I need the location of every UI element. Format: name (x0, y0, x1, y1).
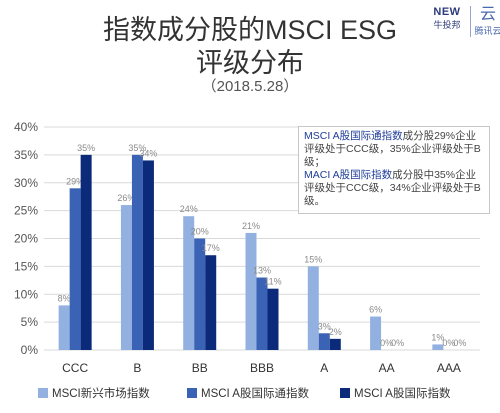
bar (318, 333, 330, 350)
note-text-2: 成分股中35%企业评级处于CCC级，34%企业评级处于B级。 (304, 169, 481, 207)
data-label: 24% (180, 204, 198, 214)
note-highlight-1: MSCI A股国际通指数 (304, 130, 403, 142)
y-tick-label: 0% (21, 343, 39, 357)
data-label: 0% (380, 338, 393, 348)
x-tick-label: AAA (437, 361, 461, 375)
chart-date: （2018.5.28） (201, 78, 299, 95)
legend-item-1: MSCI新兴市场指数 (38, 385, 150, 401)
legend-label-2: MSCI A股国际通指数 (201, 388, 309, 400)
y-tick-label: 35% (14, 148, 38, 162)
logo-caption: 牛投邦 (433, 20, 461, 30)
data-label: 0% (442, 338, 455, 348)
legend-label-1: MSCI新兴市场指数 (52, 388, 150, 400)
data-label: 13% (253, 266, 271, 276)
data-label: 1% (431, 332, 444, 342)
bar (329, 338, 341, 350)
bar (432, 344, 444, 350)
bar (142, 160, 154, 350)
data-label: 15% (304, 254, 322, 264)
legend-label-3: MSCI A股国际指数 (354, 388, 451, 400)
y-tick-label: 5% (21, 315, 39, 329)
legend-swatch-2 (187, 388, 197, 398)
bar (370, 316, 382, 350)
note-text-1: 成分股29%企业评级处于CCC级，35%企业评级处于B级； (304, 130, 481, 168)
data-label: 11% (264, 277, 281, 287)
bar (80, 154, 92, 350)
x-tick-label: A (320, 361, 328, 375)
y-tick-label: 30% (14, 176, 38, 190)
data-label: 35% (128, 143, 146, 153)
bar (256, 277, 268, 350)
data-label: 2% (329, 327, 342, 337)
bar (205, 255, 217, 350)
bar (307, 266, 319, 350)
bar (183, 216, 195, 350)
x-tick-label: B (133, 361, 141, 375)
data-label: 34% (139, 148, 157, 158)
bar (120, 205, 132, 350)
y-tick-label: 40% (14, 120, 38, 134)
chart-title-line2: 评级分布 (196, 48, 304, 78)
data-label: 29% (66, 176, 84, 186)
x-tick-label: BB (192, 361, 208, 375)
data-label: 26% (117, 193, 135, 203)
x-tick-label: BBB (250, 361, 274, 375)
data-label: 6% (369, 305, 382, 315)
logo-badge-text: NEW (433, 6, 461, 18)
bar (245, 232, 257, 350)
legend-item-2: MSCI A股国际通指数 (187, 385, 309, 401)
bar (58, 305, 70, 350)
y-tick-label: 15% (14, 259, 38, 273)
y-tick-label: 10% (14, 287, 38, 301)
niutoubang-logo: NEW 牛投邦 (430, 6, 464, 31)
bar (69, 188, 81, 350)
data-label: 20% (191, 227, 209, 237)
annotation-box: MSCI A股国际通指数成分股29%企业评级处于CCC级，35%企业评级处于B级… (298, 126, 490, 214)
data-label: 17% (202, 243, 220, 253)
bar (267, 288, 279, 350)
tencent-cloud-logo: 云 腾讯云 (470, 6, 500, 37)
chart-title: 指数成分股的MSCI ESG (102, 15, 398, 45)
data-label: 0% (391, 338, 404, 348)
legend-swatch-1 (38, 388, 48, 398)
data-label: 21% (242, 221, 260, 231)
x-tick-label: CCC (62, 361, 88, 375)
data-label: 35% (77, 143, 95, 153)
data-label: 8% (58, 293, 71, 303)
logo-glyph: 云 (479, 6, 496, 23)
logo-caption-right: 腾讯云 (474, 26, 500, 36)
y-tick-label: 25% (14, 204, 38, 218)
bar (194, 238, 206, 350)
data-label: 3% (318, 321, 331, 331)
legend-swatch-3 (340, 388, 350, 398)
data-label: 0% (453, 338, 466, 348)
bar (131, 154, 143, 350)
note-highlight-2: MACI A股国际指数 (304, 169, 393, 181)
x-tick-label: AA (379, 361, 395, 375)
y-tick-label: 20% (14, 232, 38, 246)
legend-item-3: MSCI A股国际指数 (340, 385, 450, 401)
